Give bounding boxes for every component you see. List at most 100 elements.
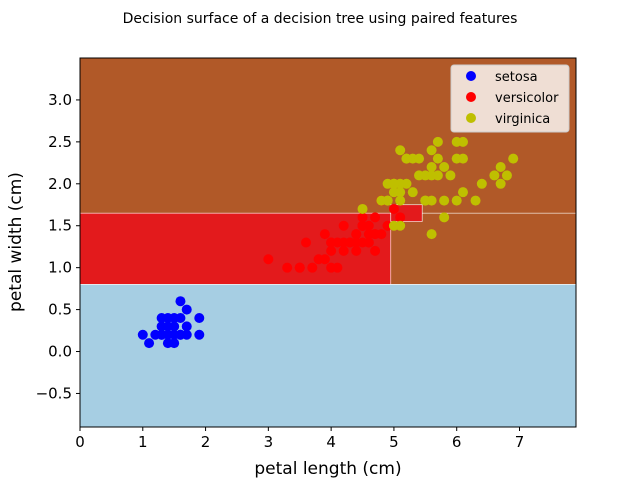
legend-box	[450, 64, 570, 133]
y-tick-label-4: 1.5	[48, 217, 72, 235]
x-tick-label-2: 2	[201, 433, 211, 451]
point-setosa-20	[194, 312, 205, 323]
point-virginica-29	[457, 187, 468, 198]
region-virginica-2	[390, 212, 577, 285]
point-setosa-19	[175, 296, 186, 307]
y-axis-label: petal width (cm)	[6, 172, 26, 312]
point-virginica-28	[439, 212, 450, 223]
point-virginica-30	[476, 178, 487, 189]
legend-marker-setosa	[466, 71, 476, 81]
y-tick-label-2: 0.5	[48, 301, 72, 319]
point-versicolor-41	[344, 237, 355, 248]
x-tick-label-1: 1	[138, 433, 148, 451]
x-tick-label-3: 3	[264, 433, 274, 451]
point-setosa-18	[175, 312, 186, 323]
point-virginica-20	[432, 153, 443, 164]
legend-label-setosa: setosa	[495, 70, 538, 85]
y-tick-label-5: 2.0	[48, 175, 72, 193]
point-virginica-18	[508, 153, 519, 164]
point-versicolor-35	[326, 245, 337, 256]
point-virginica-47	[401, 153, 412, 164]
x-tick-label-6: 6	[452, 433, 462, 451]
point-versicolor-42	[363, 237, 374, 248]
point-virginica-40	[414, 170, 425, 181]
point-versicolor-9	[319, 229, 330, 240]
point-virginica-45	[420, 195, 431, 206]
point-virginica-7	[470, 195, 481, 206]
point-setosa-12	[169, 321, 180, 332]
point-virginica-27	[426, 170, 437, 181]
point-versicolor-32	[357, 212, 368, 223]
point-virginica-43	[382, 195, 393, 206]
legend-label-virginica: virginica	[495, 112, 550, 127]
point-setosa-7	[162, 338, 173, 349]
point-virginica-48	[388, 178, 399, 189]
point-virginica-4	[439, 162, 450, 173]
point-virginica-41	[395, 195, 406, 206]
point-virginica-36	[414, 153, 425, 164]
point-versicolor-29	[313, 254, 324, 265]
point-virginica-46	[501, 170, 512, 181]
point-setosa-16	[181, 304, 192, 315]
point-virginica-14	[395, 145, 406, 156]
data-points	[137, 136, 519, 349]
point-virginica-9	[457, 136, 468, 147]
y-tick-label-1: 0.0	[48, 343, 72, 361]
point-versicolor-17	[332, 262, 343, 273]
x-tick-label-5: 5	[389, 433, 399, 451]
point-virginica-39	[401, 178, 412, 189]
point-virginica-35	[426, 145, 437, 156]
point-virginica-5	[489, 170, 500, 181]
point-virginica-44	[432, 136, 443, 147]
point-versicolor-14	[301, 237, 312, 248]
point-versicolor-7	[282, 262, 293, 273]
point-versicolor-43	[294, 262, 305, 273]
chart-title: Decision surface of a decision tree usin…	[123, 11, 518, 27]
point-virginica-38	[388, 187, 399, 198]
point-virginica-6	[357, 203, 368, 214]
x-axis-label: petal length (cm)	[254, 459, 401, 479]
y-tick-label-6: 2.5	[48, 133, 72, 151]
y-tick-label-3: 1.0	[48, 259, 72, 277]
y-tick-label-0: −0.5	[36, 384, 72, 402]
plot-frame	[79, 57, 577, 428]
point-virginica-32	[395, 220, 406, 231]
point-setosa-8	[144, 338, 155, 349]
region-setosa-4	[79, 284, 577, 428]
legend-marker-versicolor	[466, 92, 476, 102]
point-versicolor-27	[388, 203, 399, 214]
point-virginica-31	[426, 162, 437, 173]
point-versicolor-25	[351, 229, 362, 240]
point-versicolor-31	[395, 212, 406, 223]
point-setosa-17	[194, 329, 205, 340]
point-virginica-8	[439, 195, 450, 206]
point-versicolor-36	[351, 245, 362, 256]
point-virginica-33	[426, 229, 437, 240]
point-versicolor-37	[363, 229, 374, 240]
legend-label-versicolor: versicolor	[495, 91, 559, 106]
point-virginica-2	[445, 170, 456, 181]
x-axis-ticks: 0 1 2 3 4 5 6 7	[75, 427, 524, 451]
x-tick-label-4: 4	[326, 433, 336, 451]
point-virginica-11	[407, 187, 418, 198]
point-setosa-15	[137, 329, 148, 340]
point-versicolor-6	[370, 212, 381, 223]
point-setosa-22	[175, 329, 186, 340]
x-tick-label-7: 7	[515, 433, 525, 451]
point-virginica-25	[451, 195, 462, 206]
y-tick-label-7: 3.0	[48, 91, 72, 109]
point-versicolor-30	[307, 262, 318, 273]
point-virginica-42	[451, 153, 462, 164]
point-setosa-21	[156, 321, 167, 332]
point-virginica-22	[495, 178, 506, 189]
x-tick-label-0: 0	[75, 433, 85, 451]
point-versicolor-28	[357, 220, 368, 231]
point-virginica-17	[495, 162, 506, 173]
y-axis-ticks: −0.5 0.0 0.5 1.0 1.5 2.0 2.5 3.0	[36, 91, 80, 402]
point-versicolor-23	[370, 245, 381, 256]
point-versicolor-38	[263, 254, 274, 265]
point-setosa-23	[156, 329, 167, 340]
point-versicolor-26	[376, 229, 387, 240]
legend-marker-virginica	[466, 113, 476, 123]
point-setosa-10	[156, 312, 167, 323]
